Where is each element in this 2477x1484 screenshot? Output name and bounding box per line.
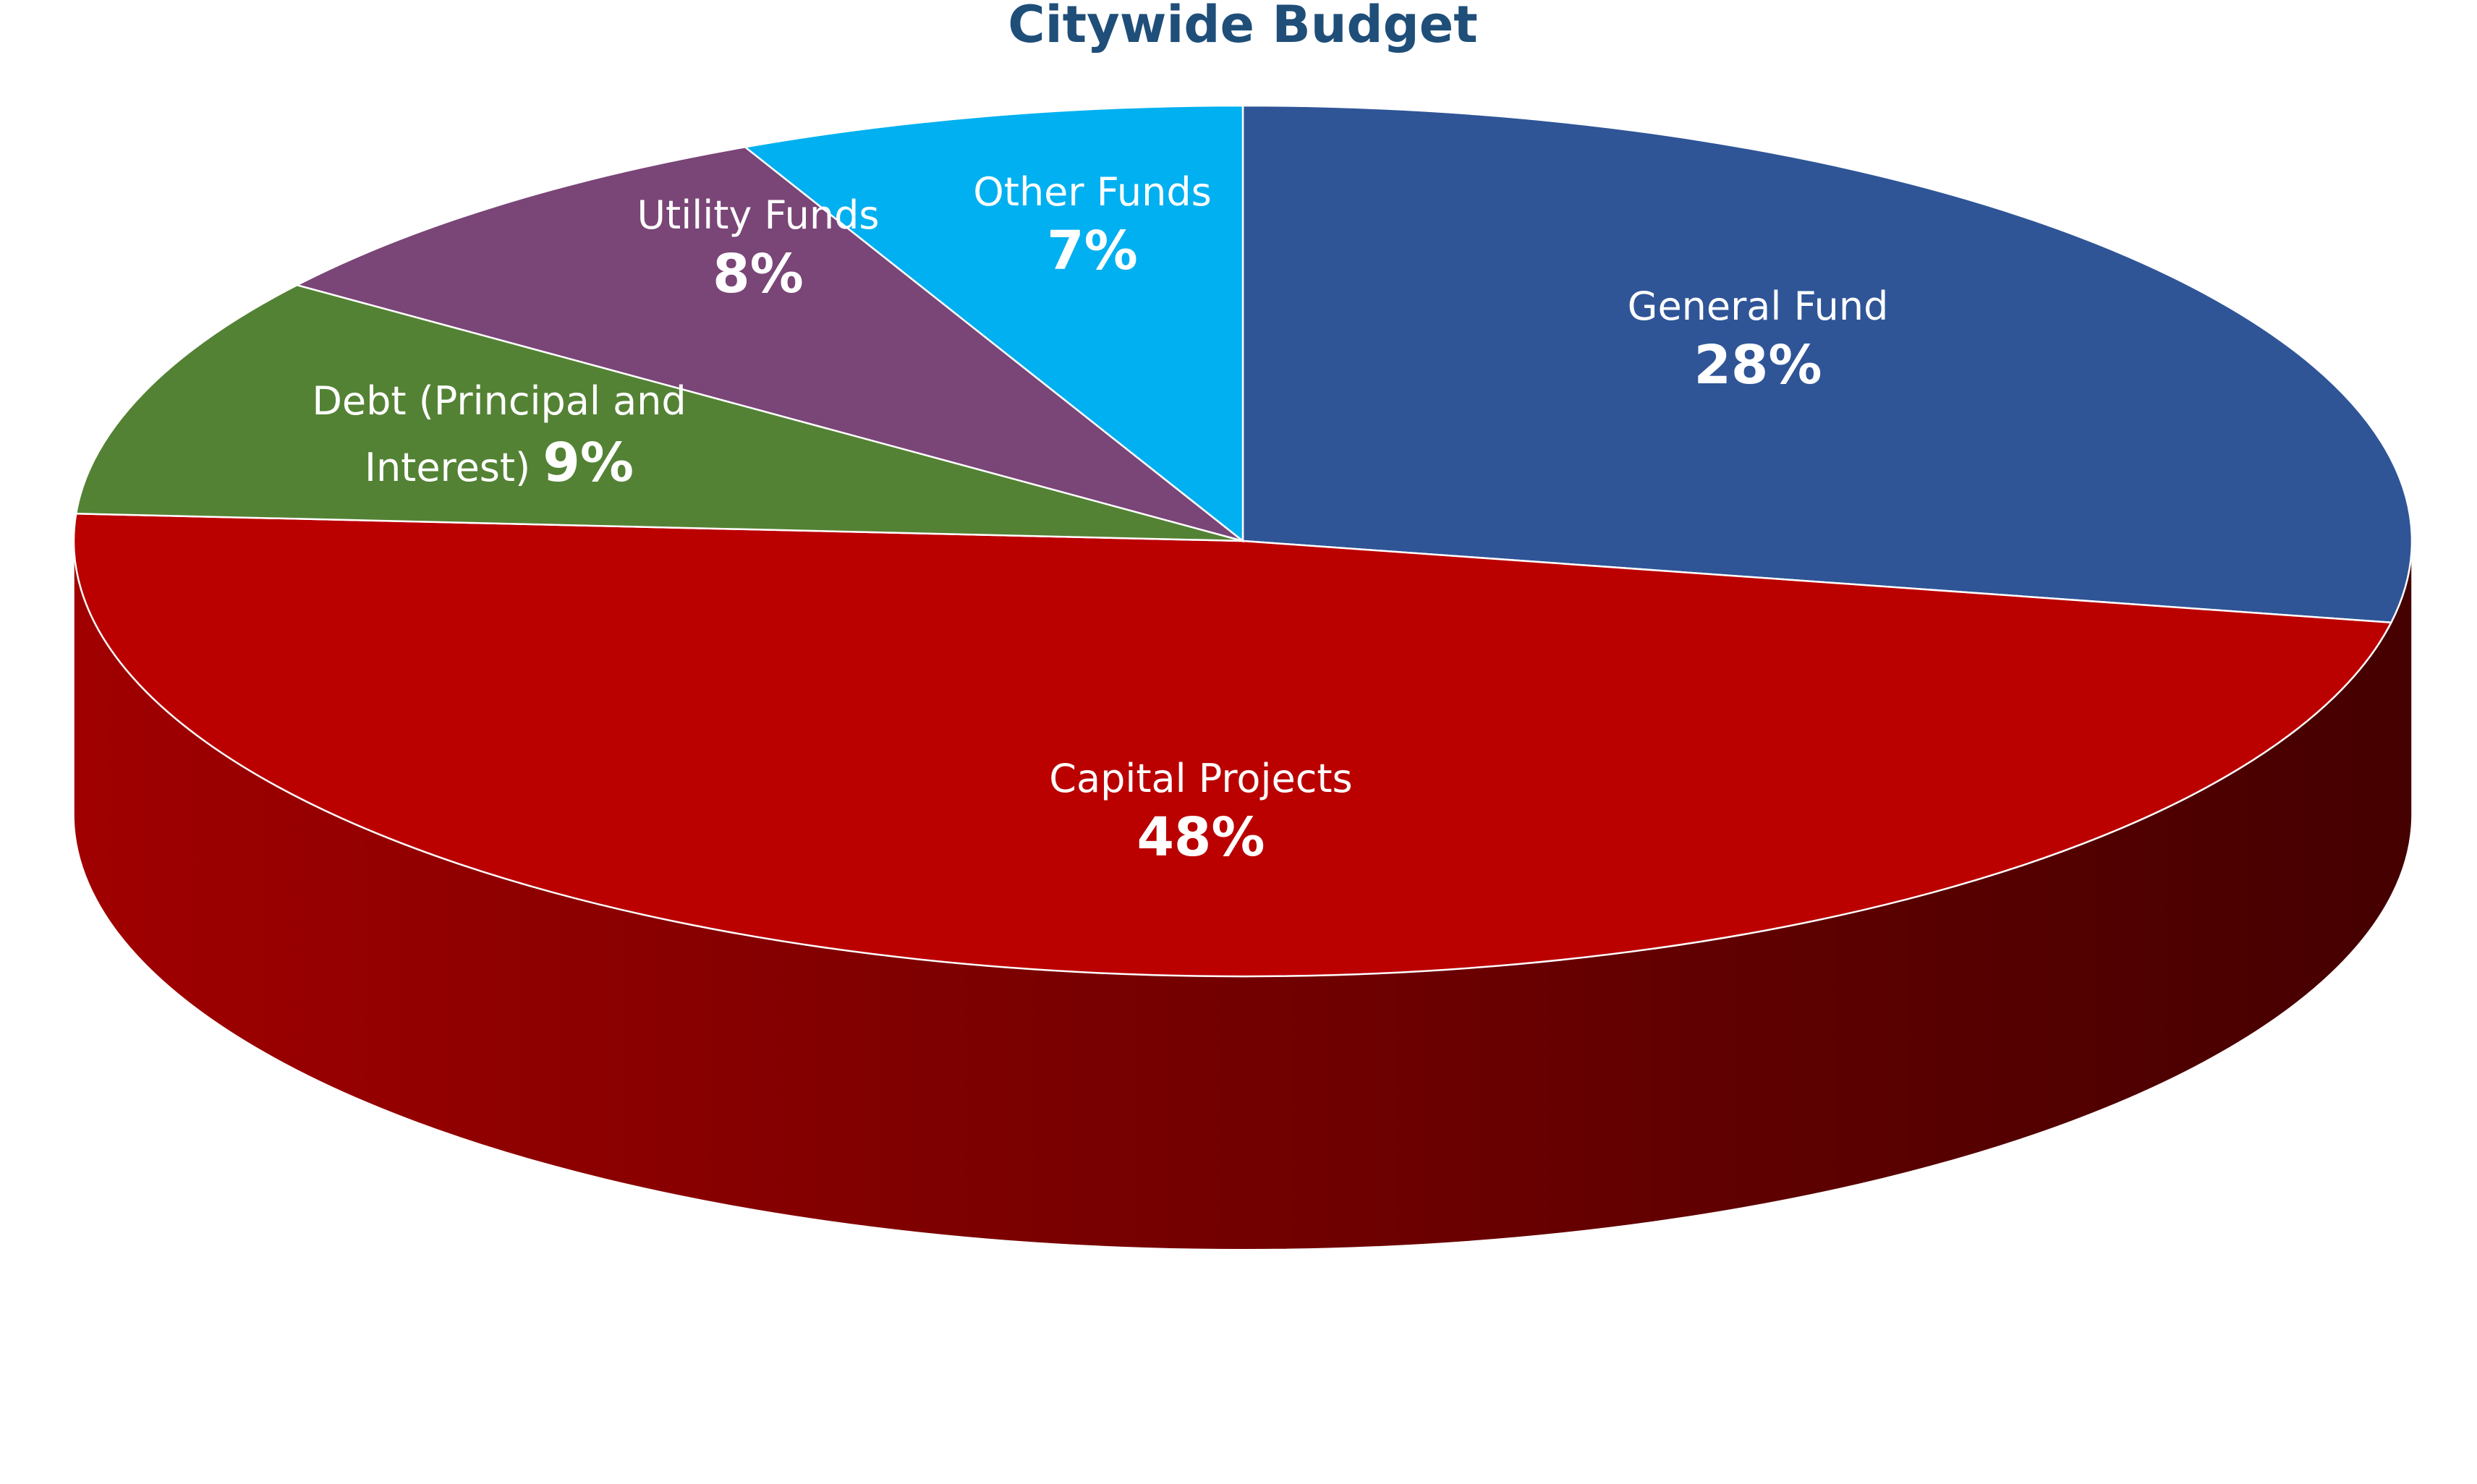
slice-name-label: Debt (Principal and xyxy=(312,378,686,424)
pie-slice-debt-principal-and-interest xyxy=(75,283,1244,542)
slice-name-label-line2: Interest) xyxy=(365,445,543,490)
slice-name-label: Other Funds xyxy=(973,169,1211,215)
pie-label-capital-projects: Capital Projects 48% xyxy=(1049,756,1352,869)
pie-labels-layer: General Fund 28% Capital Projects 48% Debt (… xyxy=(312,169,1888,869)
slice-value-label: 8% xyxy=(713,243,804,305)
pie-label-general-fund: General Fund 28% xyxy=(1628,283,1889,396)
pie-label-other-funds: Other Funds 7% xyxy=(973,169,1211,282)
pie-label-utility-funds: Utility Funds 8% xyxy=(637,192,880,305)
pie-slice-other-funds xyxy=(742,104,1244,543)
slice-value-label: 9% xyxy=(543,432,634,494)
pie-label-debt-principal-and-interest: Debt (Principal and Interest) 9% xyxy=(312,378,686,494)
slice-value-label: 28% xyxy=(1694,334,1822,396)
slice-name-label: Capital Projects xyxy=(1049,756,1352,801)
slice-name-and-value-label: Interest) 9% xyxy=(365,432,634,494)
chart-title: Citywide Budget xyxy=(1008,0,1477,54)
slice-value-label: 48% xyxy=(1136,806,1265,869)
slice-name-label: General Fund xyxy=(1628,283,1889,329)
pie-slice-utility-funds xyxy=(294,145,1244,542)
slice-value-label: 7% xyxy=(1047,220,1138,282)
pie-slice-general-fund xyxy=(1241,104,2413,624)
slice-name-label: Utility Funds xyxy=(637,192,880,238)
pie-slices-layer xyxy=(72,104,2413,978)
pie-slice-capital-projects xyxy=(72,512,2393,978)
